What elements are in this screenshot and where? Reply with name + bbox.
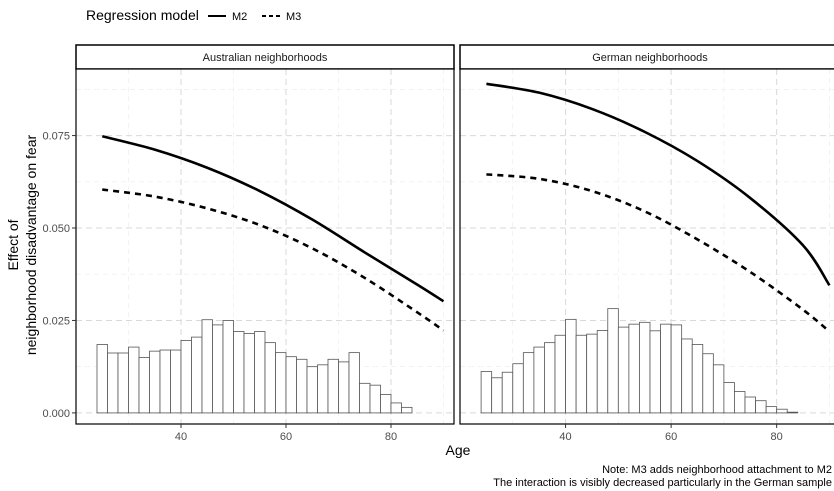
histogram-bar: [512, 363, 524, 414]
histogram-bar: [285, 356, 297, 414]
histogram-bar: [533, 346, 545, 414]
histogram-bar: [607, 308, 619, 414]
histogram-bar: [359, 382, 371, 414]
histogram-bar: [755, 400, 767, 414]
panel-border: [75, 68, 455, 425]
histogram-bar: [348, 352, 360, 414]
histogram-bar: [233, 331, 245, 414]
plot-area: [460, 69, 834, 424]
histogram-bar: [765, 406, 778, 414]
strip-box-australia: [75, 44, 455, 70]
legend: Regression model M2 M3: [86, 7, 301, 23]
histogram-bar: [723, 382, 735, 414]
panel-germany: [459, 68, 834, 425]
histogram-bar: [691, 344, 704, 414]
histogram-bar: [522, 352, 535, 414]
histogram-bar: [107, 352, 119, 414]
histogram-bar: [327, 358, 339, 414]
histogram-bar: [565, 318, 577, 414]
legend-title: Regression model: [86, 7, 199, 23]
histogram-bar: [380, 394, 392, 414]
histogram-bar: [554, 334, 566, 414]
strip-label-australia: Australian neighborhoods: [203, 52, 328, 64]
x-axis-title: Age: [446, 442, 471, 458]
note-line-2: The interaction is visibly decreased par…: [493, 477, 832, 489]
y-axis: 0.000 0.025 0.050 0.075: [42, 131, 76, 420]
histogram-bar: [222, 320, 234, 414]
histogram-bar: [628, 323, 640, 414]
histogram-bar: [744, 396, 756, 414]
panel-strip-germany: German neighborhoods: [459, 44, 834, 70]
histogram-bar: [243, 332, 255, 414]
histogram-bar: [617, 326, 630, 414]
x-tick-label: 80: [385, 431, 397, 443]
x-axis: 40 60 80 40 60 80: [175, 424, 783, 443]
histogram-bar: [180, 340, 192, 414]
histogram-bar: [734, 391, 746, 414]
histogram-bar: [649, 330, 661, 414]
histogram-bar: [401, 406, 413, 414]
histogram-bar: [191, 336, 203, 414]
histogram-bar: [128, 346, 140, 414]
histogram-bar: [96, 344, 108, 414]
histogram-bar: [306, 366, 318, 414]
histogram-bar: [639, 321, 651, 414]
histogram-bar: [149, 350, 161, 414]
legend-label-m3: M3: [286, 11, 301, 23]
histogram-bar: [702, 353, 714, 414]
series-line-m3: [486, 173, 831, 333]
histogram-bar: [660, 323, 672, 414]
histogram-bar: [596, 330, 609, 414]
histogram-bar: [670, 324, 683, 414]
histogram-bar: [681, 338, 693, 414]
histogram-bar: [138, 357, 150, 414]
histogram-bar: [212, 324, 224, 414]
histogram-bar: [369, 384, 381, 414]
histogram-bar: [275, 352, 287, 414]
histogram-bar: [575, 334, 588, 414]
plot-area: [76, 69, 454, 424]
y-tick-label: 0.075: [42, 131, 70, 143]
x-tick-label: 80: [771, 431, 783, 443]
series-line-m2: [486, 82, 831, 287]
series-line-m2: [101, 135, 445, 303]
histogram-bar: [117, 352, 129, 414]
x-tick-label: 60: [280, 431, 292, 443]
histogram-bar: [501, 371, 514, 414]
y-tick-label: 0.000: [42, 408, 70, 420]
strip-label-germany: German neighborhoods: [592, 52, 708, 64]
histogram-bar: [491, 377, 503, 414]
y-tick-label: 0.050: [42, 223, 70, 235]
histogram-bar: [159, 349, 171, 414]
histogram-bar: [254, 331, 266, 414]
histogram-bar: [786, 411, 799, 414]
histogram-bar: [586, 333, 598, 414]
histogram-bar: [296, 358, 308, 414]
series-line-m3: [102, 188, 445, 332]
y-tick-label: 0.025: [42, 315, 70, 327]
histogram-bar: [390, 402, 402, 414]
panel-border: [459, 68, 834, 425]
histogram-bar: [338, 361, 350, 414]
legend-label-m2: M2: [232, 11, 247, 23]
histogram-bar: [544, 342, 556, 414]
histogram-bar: [776, 408, 788, 414]
x-tick-label: 40: [559, 431, 571, 443]
y-axis-title-line2: neighborhood disadvantage on fear: [23, 135, 39, 356]
histogram-bar: [480, 371, 493, 414]
histogram-bar: [264, 342, 276, 414]
x-tick-label: 40: [175, 431, 187, 443]
panel-strip-australia: Australian neighborhoods: [75, 44, 455, 70]
y-axis-title-line1: Effect of: [5, 219, 21, 270]
histogram-bar: [712, 364, 725, 414]
histogram-bar: [201, 319, 213, 414]
note-line-1: Note: M3 adds neighborhood attachment to…: [602, 464, 832, 476]
panel-australia: [75, 68, 455, 425]
x-tick-label: 60: [665, 431, 677, 443]
histogram-bar: [170, 349, 182, 414]
histogram-bar: [317, 364, 329, 414]
